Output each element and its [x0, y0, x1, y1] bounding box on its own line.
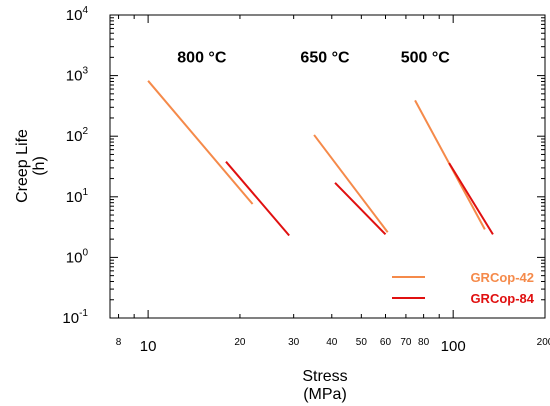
series-line-grcop-84 — [334, 182, 387, 236]
series-line-grcop-42 — [147, 80, 254, 205]
y-tick-exponent: 1 — [82, 187, 88, 198]
y-tick-label: 100 — [66, 247, 89, 266]
x-tick-label: 30 — [288, 337, 300, 348]
x-tick-label: 200 — [537, 337, 550, 348]
x-tick-label: 20 — [234, 337, 246, 348]
y-tick-label: 103 — [66, 66, 89, 85]
y-tick-exponent: 2 — [82, 126, 88, 137]
x-axis-unit: (MPa) — [303, 386, 347, 403]
plot-frame — [109, 14, 546, 319]
y-tick-label: 10-1 — [62, 308, 88, 327]
y-axis-title: Creep Life — [14, 129, 31, 203]
x-tick-label: 80 — [418, 337, 430, 348]
legend-label: GRCop-84 — [470, 291, 534, 306]
annotation-layer: 800 °C 650 °C 500 °C — [177, 49, 450, 66]
x-tick-label: 40 — [326, 337, 338, 348]
y-tick-exponent: 3 — [82, 66, 88, 77]
temperature-label: 800 °C — [177, 49, 227, 66]
y-tick-base: 10 — [66, 189, 83, 206]
series-layer — [147, 80, 494, 237]
y-tick-label: 104 — [66, 5, 89, 24]
y-tick-base: 10 — [66, 68, 83, 85]
series-line-grcop-84 — [225, 161, 290, 237]
x-tick-label: 70 — [400, 337, 412, 348]
x-tick-label: 100 — [441, 338, 466, 355]
x-tick-label: 50 — [356, 337, 368, 348]
y-tick-exponent: -1 — [79, 308, 88, 319]
legend-label: GRCop-42 — [470, 270, 534, 285]
x-axis-ticks: 8 10 20 30 40 50 60 70 80 100 200 — [116, 15, 550, 355]
x-tick-label: 10 — [140, 338, 157, 355]
temperature-label: 500 °C — [401, 49, 451, 66]
plot-border — [109, 14, 546, 319]
x-axis-title: Stress — [302, 368, 347, 385]
y-tick-base: 10 — [62, 310, 79, 327]
y-tick-label: 101 — [66, 187, 89, 206]
x-tick-label: 60 — [380, 337, 392, 348]
y-tick-label: 102 — [66, 126, 89, 145]
y-tick-base: 10 — [66, 249, 83, 266]
series-line-grcop-42 — [313, 134, 389, 233]
y-tick-base: 10 — [66, 7, 83, 24]
legend: GRCop-42 GRCop-84 — [392, 270, 535, 306]
temperature-label: 650 °C — [300, 49, 350, 66]
y-tick-exponent: 0 — [82, 247, 88, 258]
series-line-grcop-84 — [448, 162, 494, 235]
y-axis-unit: (h) — [31, 156, 48, 176]
y-tick-base: 10 — [66, 128, 83, 145]
x-tick-label: 8 — [116, 337, 122, 348]
y-tick-exponent: 4 — [82, 5, 88, 16]
